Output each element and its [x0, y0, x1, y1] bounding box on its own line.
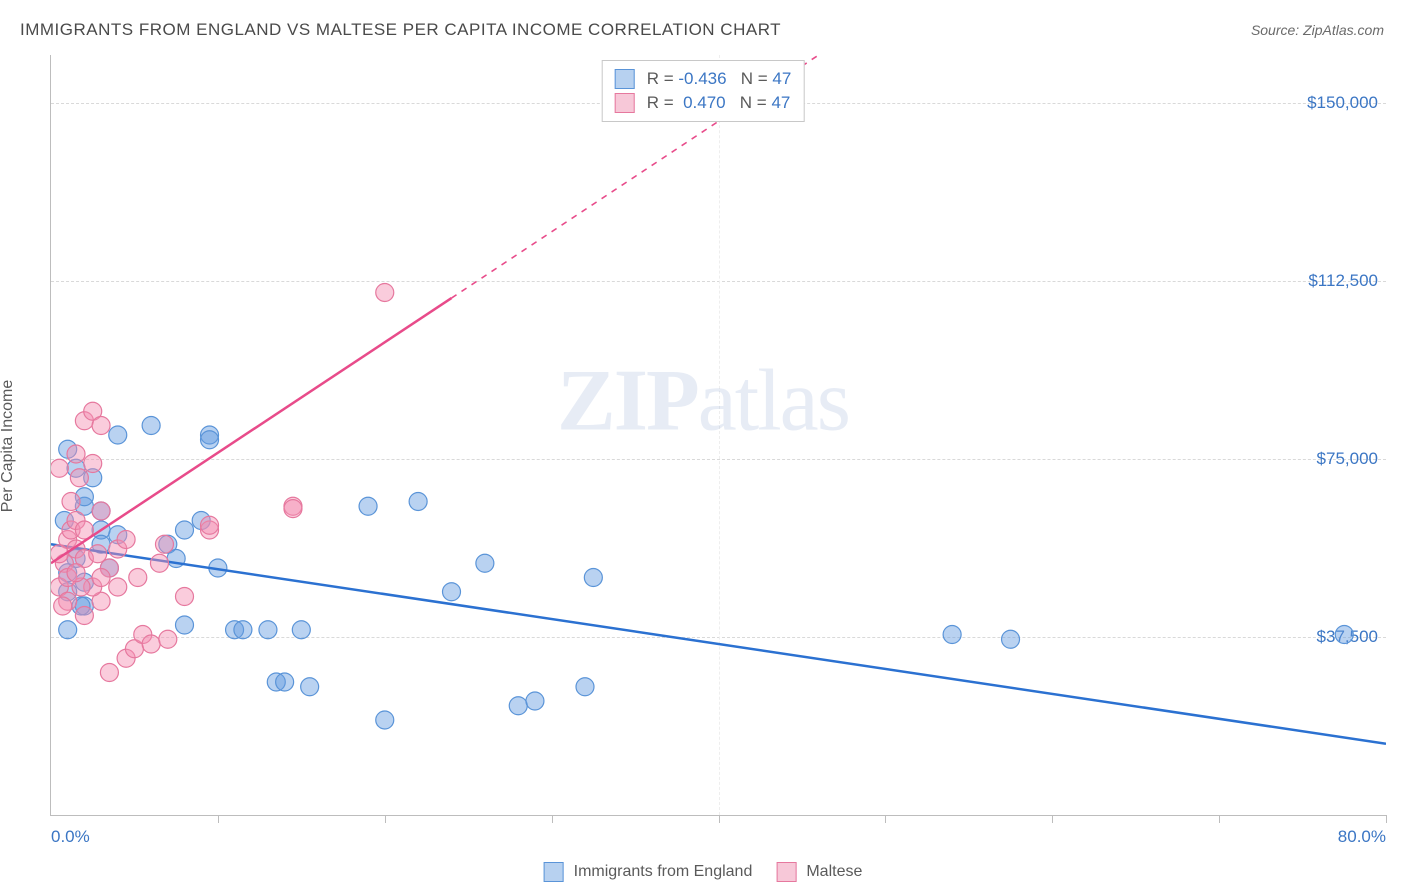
scatter-point — [117, 531, 135, 549]
scatter-point — [943, 626, 961, 644]
scatter-point — [292, 621, 310, 639]
scatter-point — [84, 455, 102, 473]
x-tick — [1052, 815, 1053, 823]
legend-swatch — [615, 93, 635, 113]
scatter-point — [59, 621, 77, 639]
scatter-point — [259, 621, 277, 639]
x-tick — [218, 815, 219, 823]
x-axis-min-label: 0.0% — [51, 827, 90, 847]
x-tick — [1219, 815, 1220, 823]
legend-series-item: Immigrants from England — [544, 862, 753, 882]
legend-series-item: Maltese — [776, 862, 862, 882]
scatter-point — [443, 583, 461, 601]
scatter-point — [201, 516, 219, 534]
scatter-point — [109, 578, 127, 596]
scatter-point — [1002, 630, 1020, 648]
x-tick — [552, 815, 553, 823]
scatter-svg — [51, 55, 1386, 815]
scatter-point — [51, 459, 68, 477]
scatter-point — [1335, 626, 1353, 644]
legend-series-label: Immigrants from England — [574, 863, 753, 881]
trend-line — [51, 544, 1386, 744]
scatter-point — [92, 502, 110, 520]
scatter-point — [54, 597, 72, 615]
x-tick — [719, 815, 720, 823]
scatter-point — [576, 678, 594, 696]
scatter-point — [67, 445, 85, 463]
legend-series-label: Maltese — [806, 863, 862, 881]
scatter-point — [159, 630, 177, 648]
scatter-point — [176, 616, 194, 634]
scatter-point — [409, 493, 427, 511]
scatter-point — [92, 417, 110, 435]
scatter-point — [142, 417, 160, 435]
scatter-point — [376, 711, 394, 729]
chart-title: IMMIGRANTS FROM ENGLAND VS MALTESE PER C… — [20, 20, 781, 40]
scatter-point — [70, 469, 88, 487]
legend-correlation-row: R = 0.470 N = 47 — [615, 91, 792, 115]
scatter-point — [142, 635, 160, 653]
legend-correlation-text: R = -0.436 N = 47 — [647, 67, 792, 91]
source-attribution: Source: ZipAtlas.com — [1251, 22, 1384, 38]
scatter-point — [89, 545, 107, 563]
y-axis-title: Per Capita Income — [0, 380, 17, 513]
scatter-point — [376, 284, 394, 302]
x-axis-max-label: 80.0% — [1338, 827, 1386, 847]
scatter-point — [301, 678, 319, 696]
scatter-point — [201, 431, 219, 449]
correlation-legend: R = -0.436 N = 47R = 0.470 N = 47 — [602, 60, 805, 122]
scatter-point — [284, 500, 302, 518]
scatter-point — [67, 564, 85, 582]
x-tick — [385, 815, 386, 823]
scatter-point — [75, 607, 93, 625]
scatter-point — [129, 569, 147, 587]
scatter-point — [476, 554, 494, 572]
legend-correlation-text: R = 0.470 N = 47 — [647, 91, 791, 115]
scatter-point — [584, 569, 602, 587]
scatter-point — [509, 697, 527, 715]
scatter-point — [526, 692, 544, 710]
x-tick — [885, 815, 886, 823]
scatter-point — [276, 673, 294, 691]
x-tick — [1386, 815, 1387, 823]
legend-swatch — [615, 69, 635, 89]
scatter-point — [150, 554, 168, 572]
series-legend: Immigrants from England Maltese — [544, 862, 863, 882]
legend-swatch — [544, 862, 564, 882]
legend-swatch — [776, 862, 796, 882]
scatter-point — [62, 493, 80, 511]
scatter-point — [234, 621, 252, 639]
scatter-point — [100, 664, 118, 682]
scatter-point — [155, 535, 173, 553]
scatter-point — [109, 426, 127, 444]
scatter-point — [176, 588, 194, 606]
plot-area: 0.0% 80.0% $37,500$75,000$112,500$150,00… — [50, 55, 1386, 816]
scatter-point — [359, 497, 377, 515]
legend-correlation-row: R = -0.436 N = 47 — [615, 67, 792, 91]
scatter-point — [92, 569, 110, 587]
scatter-point — [176, 521, 194, 539]
